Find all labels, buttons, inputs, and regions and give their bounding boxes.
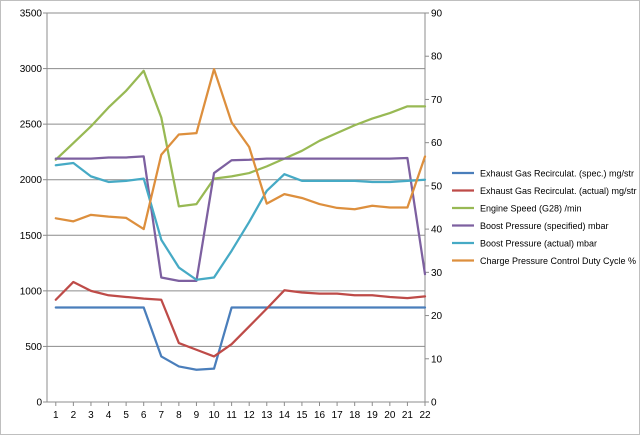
x-tick-label: 4 [106,410,112,421]
right-tick-label: 40 [431,225,443,236]
left-tick-label: 2500 [20,120,43,131]
right-tick-label: 10 [431,354,443,365]
x-tick-label: 15 [296,410,308,421]
x-tick-label: 9 [194,410,200,421]
x-tick-label: 20 [384,410,396,421]
x-tick-label: 1 [53,410,59,421]
left-tick-label: 3500 [20,9,43,20]
left-tick-label: 3000 [20,64,43,75]
x-tick-label: 17 [332,410,344,421]
x-tick-label: 10 [208,410,220,421]
x-tick-label: 2 [71,410,77,421]
axes [46,13,426,403]
legend-label-4: Boost Pressure (specified) mbar [480,221,609,231]
right-tick-label: 90 [431,9,443,20]
x-tick-label: 7 [158,410,164,421]
x-tick-label: 18 [349,410,361,421]
x-tick-label: 5 [123,410,129,421]
series-lines [54,68,427,371]
series-line-1 [54,306,427,371]
series-line-4 [54,155,427,282]
left-tick-label: 1000 [20,286,43,297]
legend-label-2: Exhaust Gas Recirculat. (actual) mg/str [480,186,637,196]
x-tick-label: 13 [261,410,273,421]
left-tick-label: 500 [25,342,42,353]
x-tick-label: 6 [141,410,147,421]
legend-label-5: Boost Pressure (actual) mbar [480,239,597,249]
legend-label-3: Engine Speed (G28) /min [480,204,582,214]
left-tick-label: 1500 [20,231,43,242]
right-tick-label: 20 [431,311,443,322]
left-tick-label: 0 [36,398,42,409]
x-tick-label: 11 [226,410,237,421]
left-axis-ticks: 0 500 1000 1500 2000 2500 3000 3500 [20,9,47,409]
x-tick-label: 3 [88,410,94,421]
x-tick-label: 16 [314,410,326,421]
x-tick-label: 21 [402,410,414,421]
right-tick-label: 70 [431,95,443,106]
right-tick-label: 0 [431,398,437,409]
right-tick-label: 30 [431,268,443,279]
legend-label-6: Charge Pressure Control Duty Cycle % [480,256,636,266]
x-tick-label: 12 [244,410,256,421]
right-axis-ticks: 0 10 20 30 40 50 60 70 80 90 [425,9,443,409]
series-line-5 [54,161,427,281]
x-tick-label: 22 [419,410,431,421]
x-tick-label: 8 [176,410,182,421]
series-line-2 [54,280,427,358]
right-tick-label: 80 [431,52,443,63]
legend-label-1: Exhaust Gas Recirculat. (spec.) mg/str [480,169,634,179]
right-tick-label: 50 [431,181,443,192]
left-tick-label: 2000 [20,175,43,186]
x-axis-ticks: 1 2 3 4 5 6 7 8 9 10 11 12 13 14 15 16 17 18 19 20 21 22 [53,402,431,421]
series-line-6 [54,68,427,231]
legend: Exhaust Gas Recirculat. (spec.) mg/str Ex… [452,169,637,266]
series-line-3 [54,69,427,208]
gridlines [47,12,425,403]
right-tick-label: 60 [431,138,443,149]
x-tick-label: 19 [367,410,379,421]
x-tick-label: 14 [279,410,291,421]
